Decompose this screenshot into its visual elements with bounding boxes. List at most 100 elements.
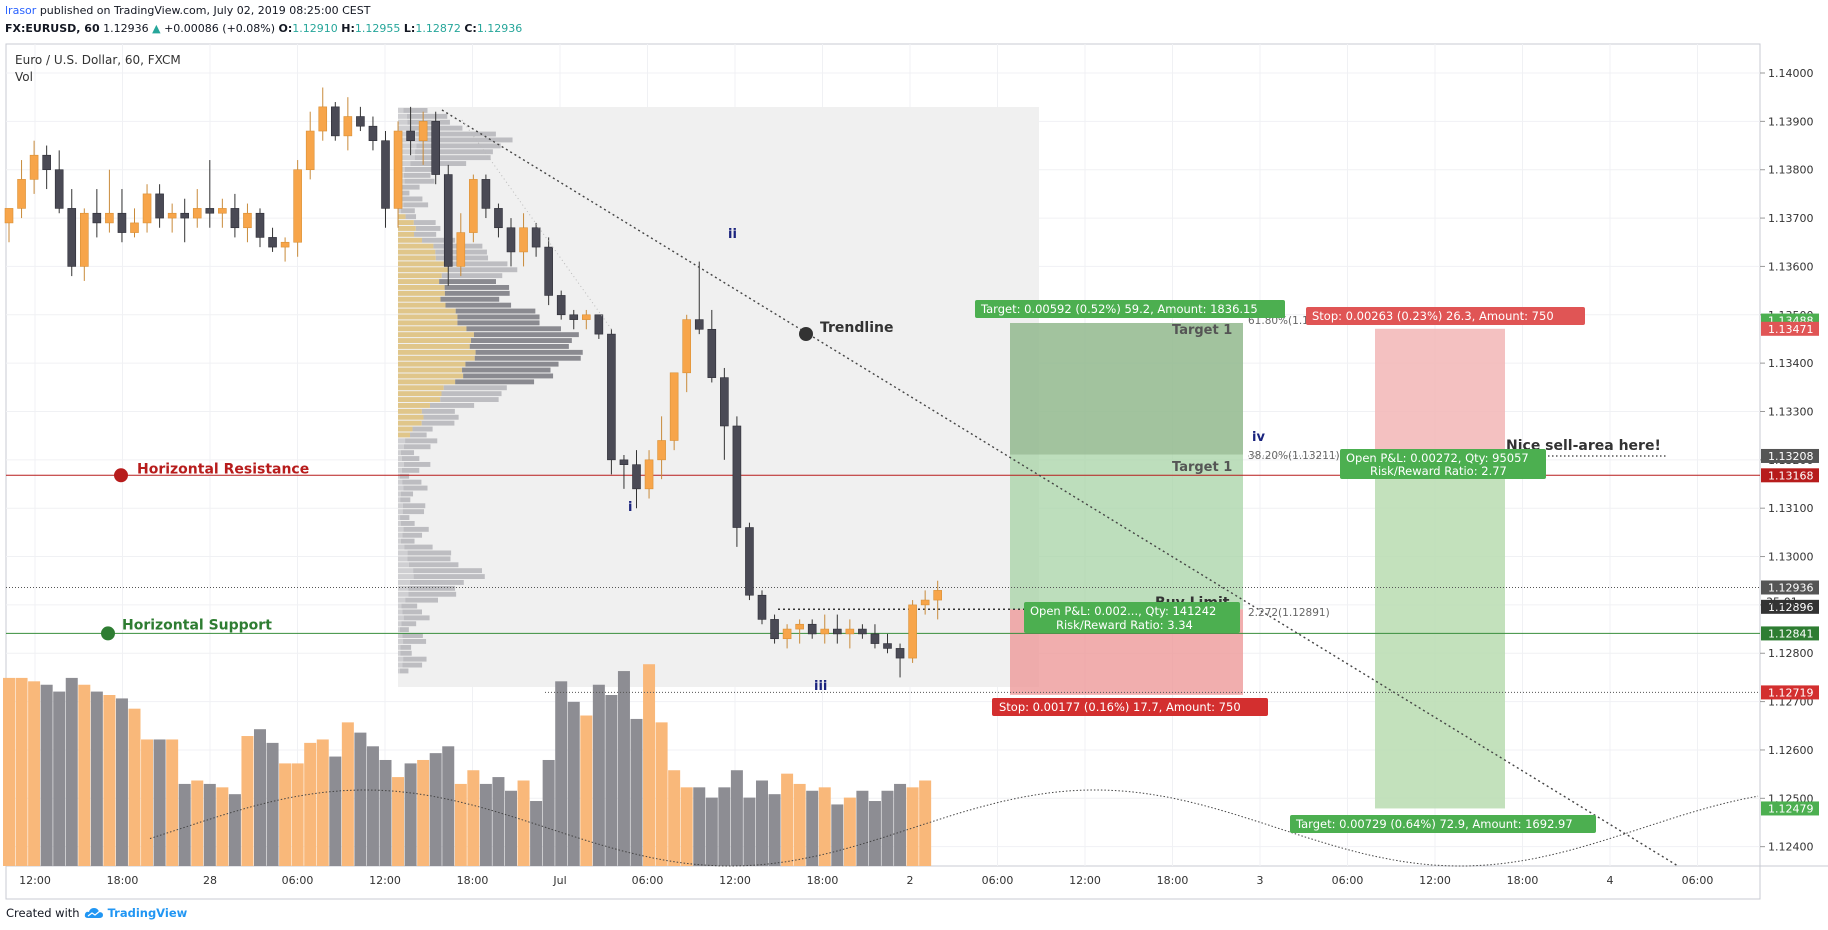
profile-row-rest <box>402 196 423 202</box>
profile-row-rest <box>402 532 423 538</box>
candle-down <box>180 212 189 219</box>
short-pl-badge[interactable]: Open P&L: 0.00272, Qty: 95057 Risk/Rewar… <box>1340 449 1546 479</box>
last-price: 1.12936 <box>103 22 149 35</box>
x-tick-label: 18:00 <box>1157 874 1189 887</box>
volume-bar <box>404 763 417 866</box>
profile-row-value <box>398 243 434 249</box>
ohlc-legend: FX:EURUSD, 60 1.12936 ▲ +0.00086 (+0.08%… <box>5 22 522 40</box>
high-label: H: <box>341 22 355 35</box>
volume-bar <box>617 671 630 866</box>
candle-down <box>92 212 102 224</box>
x-tick-label: 18:00 <box>1507 874 1539 887</box>
volume-bar <box>680 787 693 866</box>
short-position-loss-zone[interactable] <box>1375 328 1505 456</box>
published-text: published on TradingView.com, July 02, 2… <box>39 4 371 17</box>
y-tick-label: 1.13700 <box>1768 212 1814 225</box>
candle-down <box>494 208 503 229</box>
profile-row-rest <box>443 385 507 391</box>
x-tick-label: 06:00 <box>982 874 1014 887</box>
wave-i-label: i <box>628 500 632 515</box>
support-marker[interactable] <box>101 626 115 641</box>
candle-up <box>29 154 39 180</box>
profile-row-rest <box>444 285 510 290</box>
volume-bar <box>203 783 216 866</box>
short-target-badge[interactable]: Target: 0.00729 (0.64%) 72.9, Amount: 16… <box>1290 815 1596 833</box>
profile-row-rest <box>403 639 427 644</box>
price-badge <box>1761 580 1819 595</box>
candle-down <box>205 208 215 214</box>
fib-382-label: 38.20%(1.13211) <box>1248 450 1340 462</box>
x-tick-label: 06:00 <box>632 874 664 887</box>
change-value: +0.00086 (+0.08%) <box>164 22 276 35</box>
resistance-marker[interactable] <box>114 468 128 483</box>
short-position-profit-zone[interactable] <box>1375 455 1505 809</box>
volume-bar <box>40 684 53 866</box>
volume-bar <box>705 797 718 866</box>
profile-row-rest <box>405 214 417 220</box>
candle-down <box>356 116 365 127</box>
candle-down <box>268 237 277 248</box>
profile-row-rest <box>421 408 455 414</box>
volume-bars <box>3 664 932 866</box>
profile-row-rest <box>475 349 583 355</box>
profile-row-rest <box>400 497 411 503</box>
symbol-label[interactable]: FX:EURUSD, 60 <box>5 22 100 35</box>
x-tick-label: 12:00 <box>19 874 51 887</box>
volume-bar <box>141 739 154 866</box>
long-target-badge[interactable]: Target: 0.00592 (0.52%) 59.2, Amount: 18… <box>975 300 1285 318</box>
profile-row-value <box>398 544 405 550</box>
profile-row-rest <box>400 650 412 656</box>
profile-row-rest <box>415 149 493 155</box>
volume-bar <box>65 677 78 866</box>
x-tick-label: 06:00 <box>1682 874 1714 887</box>
profile-row-rest <box>402 479 422 485</box>
profile-row-value <box>398 326 467 332</box>
target-1-mid-label: Target 1 <box>1172 460 1232 475</box>
profile-row-value <box>398 397 441 402</box>
profile-row-rest <box>406 113 448 119</box>
profile-row-rest <box>403 444 431 450</box>
volume-bar <box>366 746 379 866</box>
profile-row-rest <box>401 456 420 461</box>
profile-row-value <box>398 467 402 473</box>
profile-row-value <box>398 237 423 243</box>
y-tick-label: 1.12800 <box>1768 647 1814 660</box>
profile-row-value <box>398 603 402 609</box>
candle-down <box>255 212 265 238</box>
profile-row-value <box>398 538 401 544</box>
volume-bar <box>291 763 304 866</box>
long-stop-badge[interactable]: Stop: 0.00177 (0.16%) 17.7, Amount: 750 <box>992 698 1268 716</box>
profile-row-rest <box>399 627 409 633</box>
volume-bar <box>392 777 405 866</box>
volume-bar <box>228 794 241 866</box>
profile-row-rest <box>401 208 415 214</box>
profile-row-value <box>398 261 444 267</box>
short-stop-badge[interactable]: Stop: 0.00263 (0.23%) 26.3, Amount: 750 <box>1306 307 1585 325</box>
profile-row-rest <box>403 202 429 208</box>
author-link[interactable]: lrasor <box>5 4 37 17</box>
profile-row-rest <box>400 521 415 526</box>
profile-row-value <box>398 379 456 385</box>
profile-row-rest <box>408 562 459 568</box>
y-tick-label: 1.13100 <box>1768 502 1814 515</box>
time-axis-labels[interactable]: 12:00 18:00 28 06:00 12:00 18:00 Jul 06:00 12:00… <box>19 874 1713 887</box>
y-tick-label: 1.13800 <box>1768 164 1814 177</box>
price-badge <box>1761 685 1819 700</box>
profile-row-rest <box>466 326 561 332</box>
candle-down <box>770 619 779 640</box>
candle-down <box>745 527 754 596</box>
volume-bar <box>831 804 844 866</box>
volume-bar <box>492 777 505 866</box>
profile-row-rest <box>399 473 410 479</box>
long-pl-badge[interactable]: Open P&L: 0.002..., Qty: 141242 Risk/Rew… <box>1024 602 1240 633</box>
profile-row-rest <box>423 414 459 420</box>
profile-row-value <box>398 650 401 656</box>
profile-row-rest <box>414 231 437 237</box>
volume-bar <box>580 715 593 866</box>
trendline[interactable] <box>441 109 1679 867</box>
volume-bar <box>793 783 806 866</box>
volume-bar <box>53 691 66 866</box>
tradingview-brand-link[interactable]: TradingView <box>107 906 188 920</box>
trendline-marker[interactable] <box>799 327 813 341</box>
